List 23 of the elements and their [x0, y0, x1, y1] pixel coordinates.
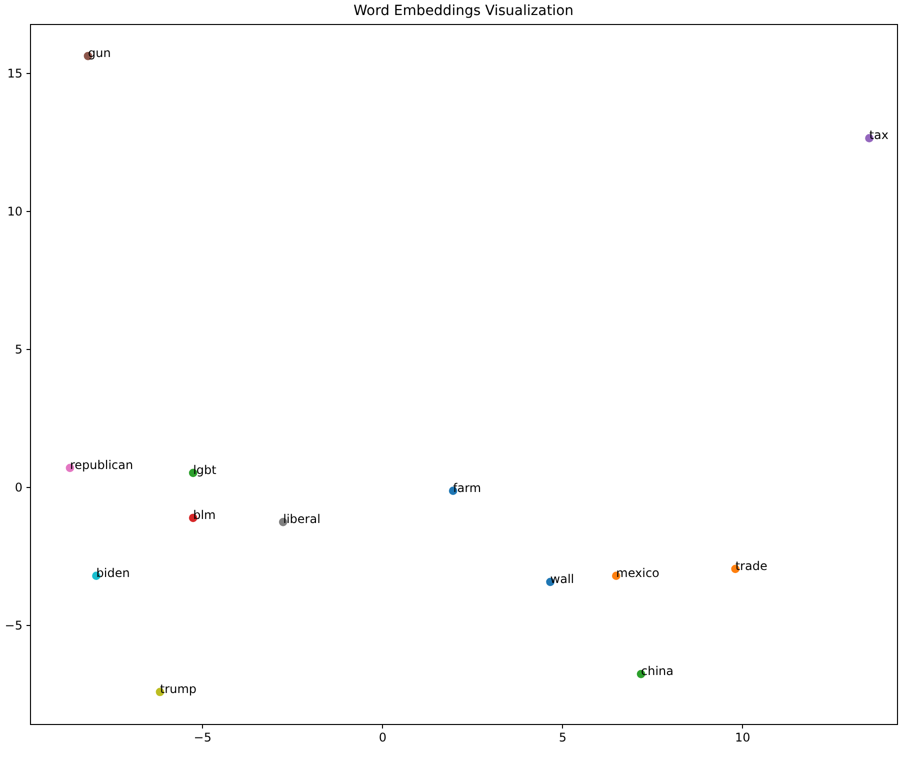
x-tick-label: 0 — [378, 730, 386, 744]
series-label: gun — [88, 46, 111, 60]
series-label: mexico — [616, 566, 660, 580]
y-tick-label: 15 — [7, 66, 22, 81]
x-tick-label: −5 — [194, 730, 212, 744]
series-label: republican — [70, 458, 134, 472]
series-label: liberal — [283, 512, 320, 526]
series-label: china — [641, 664, 674, 678]
y-tick-label: −5 — [4, 618, 22, 632]
series-label: trump — [160, 682, 197, 696]
series-label: trade — [735, 558, 768, 573]
series-label: farm — [453, 480, 482, 495]
series-label: blm — [193, 508, 216, 522]
x-tick-label: 10 — [735, 730, 750, 744]
series-label: wall — [550, 572, 574, 586]
series-label: biden — [96, 566, 130, 580]
y-tick-label: 10 — [7, 204, 22, 219]
series-label: lgbt — [193, 462, 217, 477]
series-label: tax — [869, 128, 888, 142]
chart-title: Word Embeddings Visualization — [353, 3, 574, 19]
x-tick-label: 5 — [558, 730, 566, 744]
y-tick-label: 5 — [14, 342, 22, 357]
y-tick-label: 0 — [14, 480, 22, 494]
